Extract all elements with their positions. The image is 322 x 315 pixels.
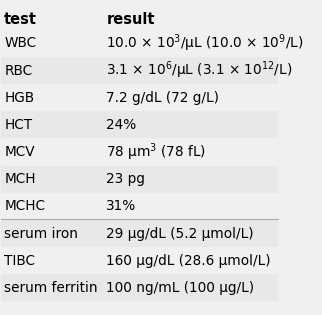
Text: serum ferritin: serum ferritin — [4, 281, 98, 295]
FancyBboxPatch shape — [1, 166, 278, 193]
Text: 31%: 31% — [106, 199, 137, 213]
Text: serum iron: serum iron — [4, 226, 78, 241]
Text: result: result — [106, 12, 155, 26]
Text: MCH: MCH — [4, 172, 36, 186]
Text: HGB: HGB — [4, 91, 34, 105]
Text: 100 ng/mL (100 μg/L): 100 ng/mL (100 μg/L) — [106, 281, 254, 295]
FancyBboxPatch shape — [1, 220, 278, 247]
FancyBboxPatch shape — [1, 274, 278, 301]
Text: 7.2 g/dL (72 g/L): 7.2 g/dL (72 g/L) — [106, 91, 219, 105]
Text: MCHC: MCHC — [4, 199, 45, 213]
Text: MCV: MCV — [4, 145, 35, 159]
Text: 29 μg/dL (5.2 μmol/L): 29 μg/dL (5.2 μmol/L) — [106, 226, 254, 241]
Text: 24%: 24% — [106, 118, 137, 132]
Text: HCT: HCT — [4, 118, 32, 132]
Text: test: test — [4, 12, 37, 26]
Text: WBC: WBC — [4, 37, 36, 50]
Text: 3.1 × 10$^{6}$/μL (3.1 × 10$^{12}$/L): 3.1 × 10$^{6}$/μL (3.1 × 10$^{12}$/L) — [106, 60, 293, 81]
Text: 160 μg/dL (28.6 μmol/L): 160 μg/dL (28.6 μmol/L) — [106, 254, 271, 268]
FancyBboxPatch shape — [1, 57, 278, 84]
Text: 78 μm$^{3}$ (78 fL): 78 μm$^{3}$ (78 fL) — [106, 141, 206, 163]
FancyBboxPatch shape — [1, 111, 278, 139]
Text: 23 pg: 23 pg — [106, 172, 145, 186]
Text: RBC: RBC — [4, 64, 32, 77]
Text: 10.0 × 10$^{3}$/μL (10.0 × 10$^{9}$/L): 10.0 × 10$^{3}$/μL (10.0 × 10$^{9}$/L) — [106, 33, 304, 54]
Text: TIBC: TIBC — [4, 254, 35, 268]
